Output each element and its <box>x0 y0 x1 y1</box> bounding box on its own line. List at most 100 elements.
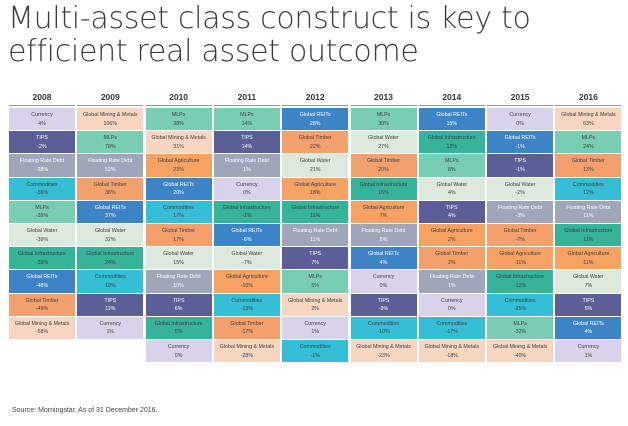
table-cell: Global Mining & Metals -58% <box>9 316 75 340</box>
table-cell: Global Mining & Metals -18% <box>418 340 485 364</box>
table-cell: Global Timber 2% <box>418 247 485 271</box>
asset-name: MLPs <box>376 112 391 118</box>
asset-name: Global Water <box>163 251 194 258</box>
return-value: 52% <box>104 166 116 173</box>
asset-name: Global Infrastructure <box>427 135 476 142</box>
table-cell: Global Infrastructure 11% <box>555 224 622 248</box>
asset-name: Global Water <box>436 181 468 188</box>
asset-name: Global Timber <box>503 228 537 234</box>
return-value: -23% <box>377 352 390 359</box>
return-value: 17% <box>173 236 184 243</box>
table-cell: Commodities -13% <box>213 293 280 317</box>
asset-name: Currency <box>236 181 258 188</box>
asset-name: Global Infrastructure <box>564 228 613 234</box>
return-value: 0% <box>379 282 388 289</box>
table-cell: Commodities -17% <box>418 316 485 340</box>
source-note: Source: Morningstar. As of 31 December 2… <box>12 407 158 414</box>
return-value: 11% <box>310 213 321 220</box>
asset-name: Currency <box>372 274 395 281</box>
return-value: 15% <box>173 259 184 266</box>
asset-name: TIPS <box>36 135 48 142</box>
asset-name: Global Timber <box>367 158 400 165</box>
return-value: 1% <box>584 352 593 359</box>
return-value: 27% <box>378 143 389 150</box>
asset-name: Floating Rate Debt <box>498 204 543 211</box>
column-header-2014: 2014 <box>442 92 462 102</box>
asset-name: MLPs <box>103 135 118 142</box>
table-cell: Global Infrastructure 16% <box>350 177 417 201</box>
table-cell: Commodities -25% <box>487 293 554 317</box>
return-value: -25% <box>513 306 527 313</box>
table-cell: Currency 1% <box>282 316 349 340</box>
asset-name: Global REITs <box>26 274 58 281</box>
asset-name: TIPS <box>514 158 526 165</box>
table-cell: Global Mining & Metals 31% <box>145 131 212 155</box>
return-value: -13% <box>240 306 254 313</box>
table-cell: Currency 0% <box>418 293 485 317</box>
header-rule <box>9 105 75 106</box>
return-value: 24% <box>583 143 594 150</box>
return-value: -28% <box>35 166 49 173</box>
table-cell: Global Agriculture 11% <box>555 247 622 271</box>
table-cell: Global Water -39% <box>9 224 75 248</box>
table-cell: Global Timber 22% <box>282 131 349 155</box>
return-value: -40% <box>513 352 527 359</box>
return-value: 2% <box>447 236 456 243</box>
table-cell: Global Timber 13% <box>555 154 622 178</box>
table-cell: Global Mining & Metals -40% <box>487 340 554 364</box>
asset-name: Global Mining & Metals <box>151 135 206 142</box>
table-cell: MLPs 8% <box>418 154 485 178</box>
return-value: 11% <box>105 306 116 313</box>
header-rule <box>418 105 485 106</box>
table-cell: Floating Rate Debt 10% <box>145 270 212 294</box>
return-value: -18% <box>445 352 458 359</box>
asset-name: TIPS <box>445 204 458 211</box>
asset-name: Global Timber <box>230 320 264 327</box>
table-cell: Global Infrastructure 11% <box>282 200 349 224</box>
return-value: 22% <box>173 166 184 173</box>
asset-name: Global Agriculture <box>362 204 405 211</box>
table-cell: MLPs -39% <box>9 200 75 224</box>
asset-name: Global Agriculture <box>157 158 200 165</box>
table-cell: TIPS -1% <box>487 154 554 178</box>
asset-name: Global Mining & Metals <box>83 112 138 118</box>
table-cell: Commodities -10% <box>350 316 417 340</box>
table-cell: TIPS -9% <box>350 293 417 317</box>
column-header-2010: 2010 <box>169 92 189 102</box>
return-value: 0% <box>447 306 456 313</box>
table-cell: Global REITs -1% <box>487 131 554 155</box>
return-value: 2% <box>447 259 456 266</box>
table-cell: MLPs -32% <box>487 316 554 340</box>
asset-name: Currency <box>304 320 326 327</box>
table-cell: TIPS 11% <box>77 293 144 317</box>
asset-name: Global Agriculture <box>225 274 268 281</box>
return-value: -6% <box>242 236 252 243</box>
return-value: 12% <box>583 190 594 197</box>
return-value: -28% <box>240 352 254 359</box>
asset-name: Global Infrastructure <box>86 251 135 258</box>
asset-name: MLPs <box>308 274 322 281</box>
table-cell: Floating Rate Debt 11% <box>282 224 349 248</box>
asset-name: Global REITs <box>94 204 126 211</box>
return-value: 14% <box>241 120 253 127</box>
table-cell: Global REITs 4% <box>350 247 417 271</box>
table-cell: Floating Rate Debt -28% <box>9 154 75 178</box>
return-value: 11% <box>310 236 321 243</box>
return-value: -49% <box>35 306 49 313</box>
table-cell: TIPS -2% <box>9 131 75 155</box>
return-value: 6% <box>174 306 183 313</box>
asset-name: Currency <box>99 320 122 327</box>
table-cell: Global Timber -49% <box>9 293 75 317</box>
return-value: -10% <box>240 282 254 289</box>
return-value: 10% <box>173 282 184 289</box>
asset-name: Global Timber <box>93 181 127 188</box>
return-value: 24% <box>104 259 116 266</box>
asset-name: Commodities <box>299 344 331 350</box>
asset-name: Global Infrastructure <box>359 181 408 188</box>
return-value: 1% <box>447 282 456 289</box>
asset-name: Global Infrastructure <box>222 204 271 211</box>
table-cell: Commodities -1% <box>282 340 349 364</box>
table-cell: Global Water 7% <box>555 270 622 294</box>
return-value: -32% <box>513 329 527 336</box>
header-rule <box>213 105 280 106</box>
